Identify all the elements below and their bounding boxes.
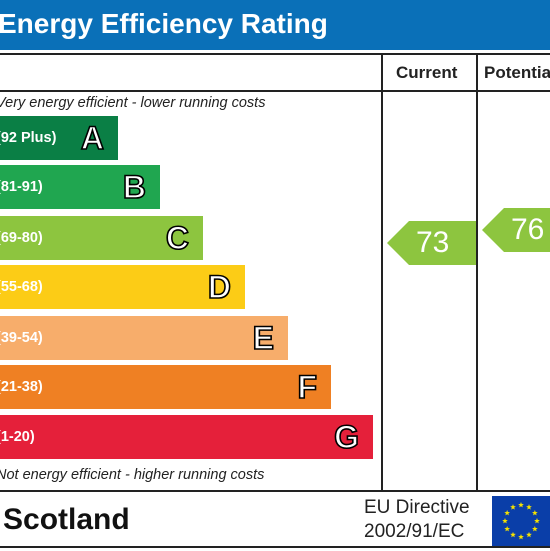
table-top-border [0,53,550,55]
band-c-letter: C [165,219,190,257]
current-column-left-border [381,53,383,492]
band-g: (1-20) G [0,415,373,459]
current-rating-value: 73 [416,226,450,259]
current-rating-pointer: 73 [387,221,476,265]
top-efficiency-note: Very energy efficient - lower running co… [0,95,266,111]
band-d: (55-68) D [0,265,245,309]
band-f-letter: F [297,368,318,406]
eu-star-icon [504,526,510,532]
eu-star-icon [510,531,516,538]
band-e-letter: E [252,319,275,357]
band-d-letter: D [207,268,232,306]
eu-flag-graphic [492,496,550,546]
eu-star-icon [502,518,508,524]
eu-star-icon [518,502,524,508]
band-c: (69-80) C [0,216,203,260]
table-bottom-border [0,546,550,548]
eu-star-icon [526,531,532,538]
band-a: (92 Plus) A [0,116,118,160]
potential-rating-pointer: 76 [482,208,550,252]
potential-column-left-border [476,53,478,492]
current-column-header: Current [396,63,458,82]
eu-star-icon [534,518,540,524]
potential-column-header: Potential [484,63,550,82]
potential-rating-arrow [482,208,550,252]
eu-star-icon [526,504,532,510]
band-e: (39-54) E [0,316,288,360]
band-g-letter: G [333,418,359,456]
potential-rating-value: 76 [511,213,545,246]
band-c-range: (69-80) [0,230,43,246]
bottom-efficiency-note: Not energy efficient - higher running co… [0,467,265,483]
band-b-letter: B [122,168,147,206]
footer-divider [0,490,550,492]
page-title: Energy Efficiency Rating [0,8,328,39]
band-d-range: (55-68) [0,279,43,295]
eu-star-icon [504,510,510,516]
country-name: Scotland [3,503,130,536]
band-e-range: (39-54) [0,330,43,346]
band-b: (81-91) B [0,165,160,209]
eu-flag-icon [492,496,550,546]
band-f: (21-38) F [0,365,331,409]
directive-line-2: 2002/91/EC [364,521,465,542]
directive-line-1: EU Directive [364,497,470,518]
band-b-range: (81-91) [0,179,43,195]
band-a-range: (92 Plus) [0,130,57,146]
band-a-letter: A [80,119,105,157]
header-divider [0,90,550,92]
eu-star-icon [532,526,538,532]
eu-star-icon [518,534,524,540]
band-g-range: (1-20) [0,429,35,445]
eu-star-icon [510,504,516,510]
current-rating-arrow [387,221,476,265]
eu-star-icon [532,510,538,516]
band-f-range: (21-38) [0,379,43,395]
eu-directive: EU Directive 2002/91/EC [364,496,482,544]
title-bar: Energy Efficiency Rating [0,0,550,50]
